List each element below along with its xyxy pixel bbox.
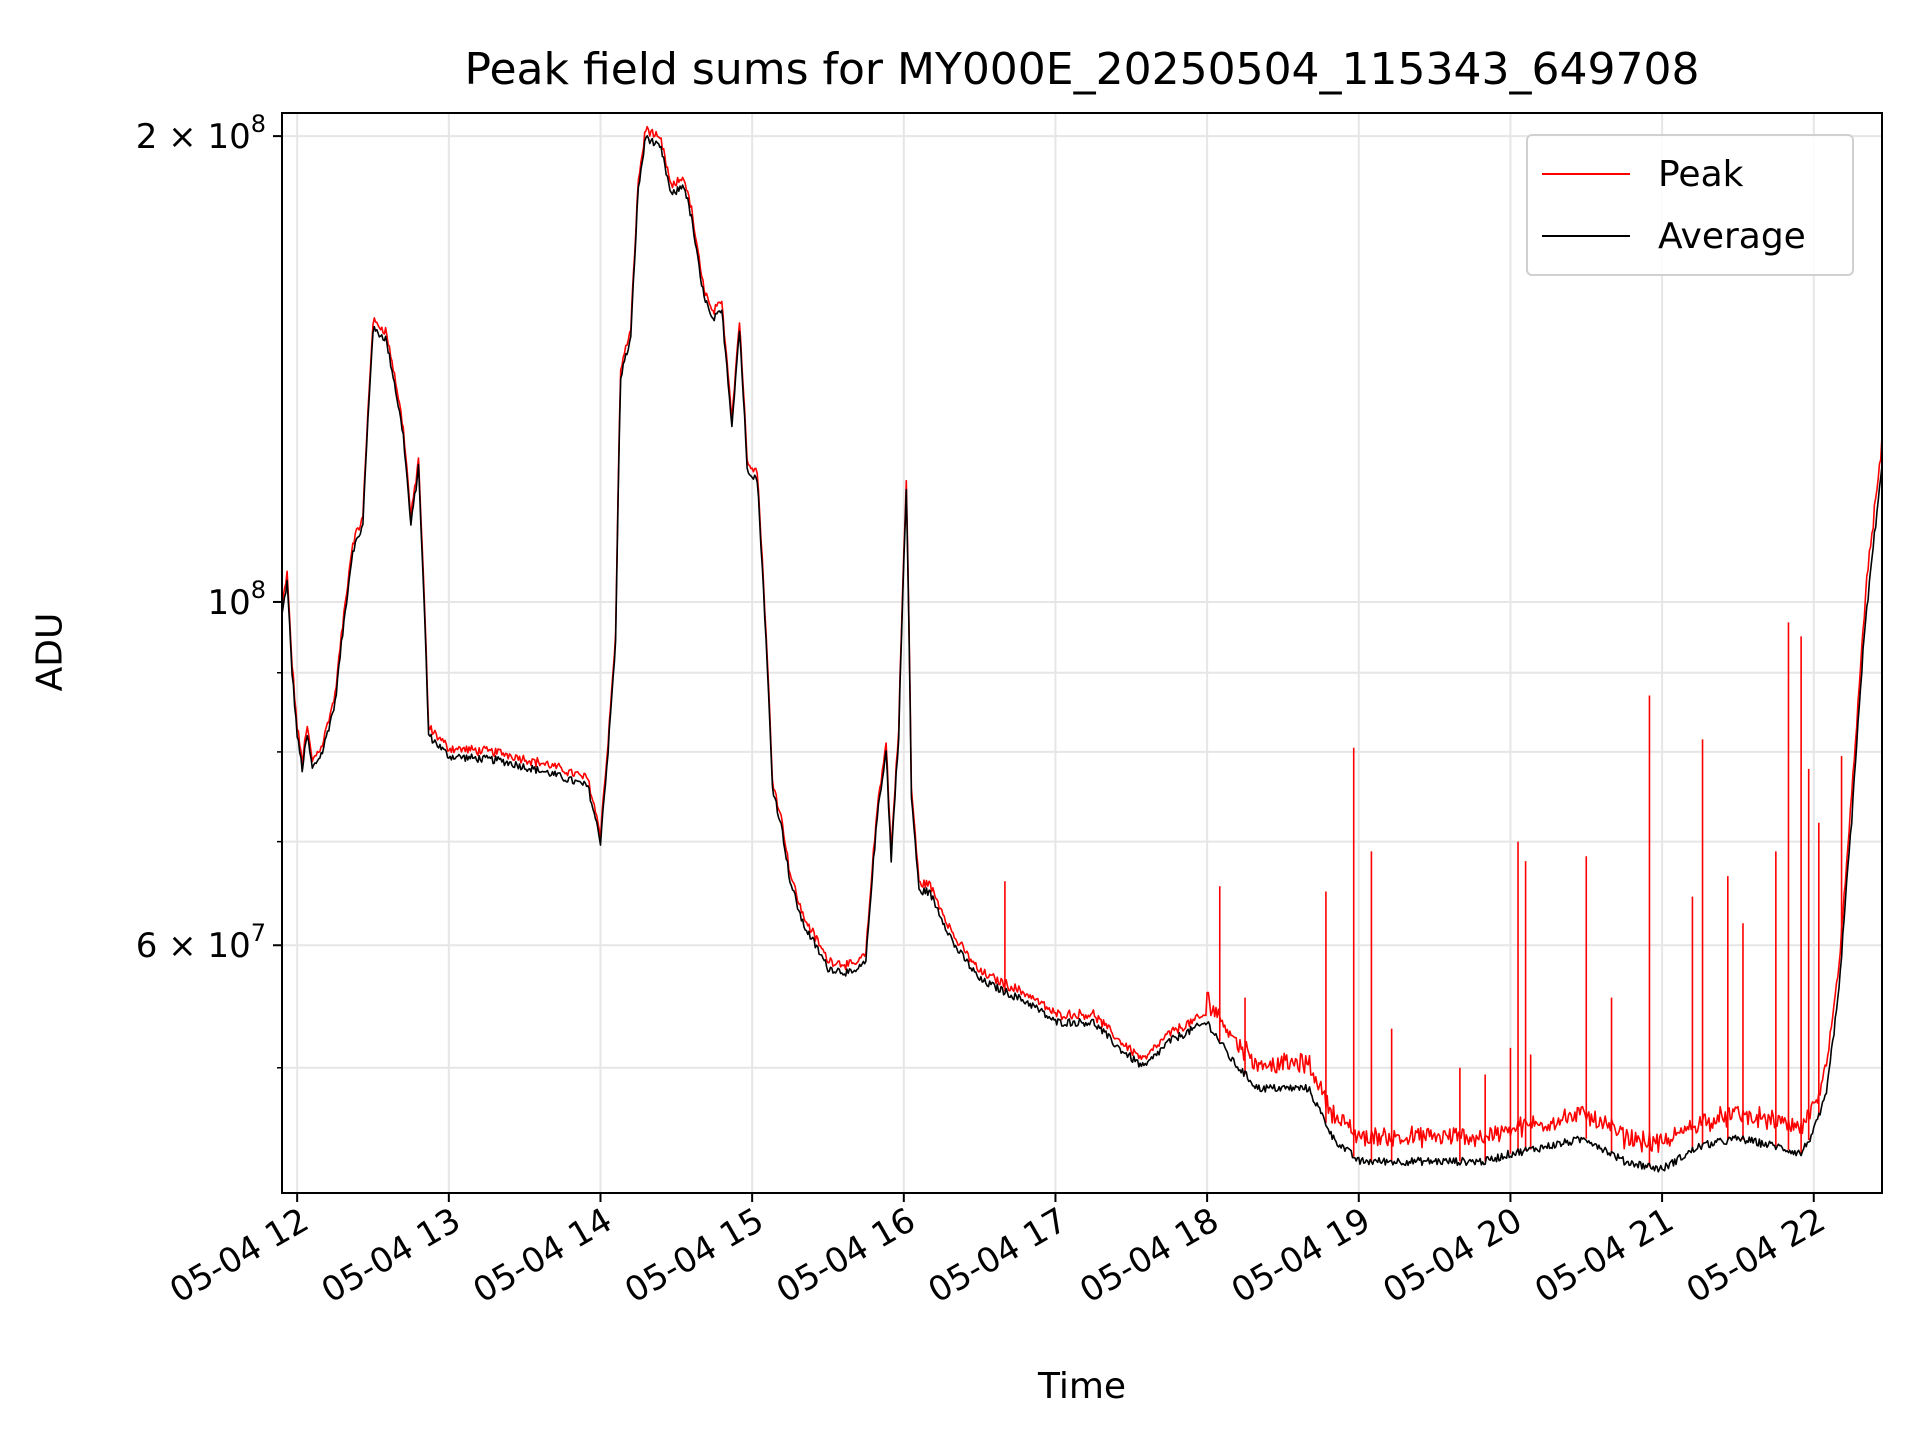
legend-label-average: Average <box>1658 215 1806 257</box>
x-tick-label: 05-04 15 <box>618 1200 770 1311</box>
y-axis-label: ADU <box>29 612 71 692</box>
legend-item-average: Average <box>1542 215 1806 257</box>
y-axis-ticks: 2 × 108 108 6 × 107 <box>136 110 282 1069</box>
legend-label-peak: Peak <box>1658 153 1744 195</box>
x-tick-label: 05-04 14 <box>467 1200 619 1311</box>
legend: Peak Average <box>1526 134 1854 276</box>
x-tick-label: 05-04 20 <box>1377 1200 1529 1311</box>
legend-swatch-peak <box>1542 173 1630 175</box>
x-tick-label: 05-04 12 <box>163 1200 315 1311</box>
plot-frame <box>281 112 1883 1194</box>
legend-swatch-average <box>1542 235 1630 237</box>
x-tick-label: 05-04 13 <box>315 1200 467 1311</box>
grid-lines <box>282 113 1882 1193</box>
series-average <box>281 135 1883 1173</box>
average-line <box>281 135 1883 1173</box>
y-tick-label: 6 × 107 <box>136 919 266 966</box>
chart-title: Peak field sums for MY000E_20250504_1153… <box>464 44 1700 95</box>
x-tick-label: 05-04 22 <box>1680 1200 1832 1311</box>
peak-line <box>281 125 1883 1153</box>
y-tick-label: 108 <box>207 576 266 623</box>
x-axis-ticks: 05-04 12 05-04 13 05-04 14 05-04 15 05-04 16… <box>163 1193 1832 1311</box>
x-tick-label: 05-04 21 <box>1528 1200 1680 1311</box>
x-tick-label: 05-04 19 <box>1225 1200 1377 1311</box>
x-tick-label: 05-04 16 <box>770 1200 922 1311</box>
legend-item-peak: Peak <box>1542 153 1744 195</box>
x-axis-label: Time <box>1037 1366 1127 1407</box>
x-tick-label: 05-04 17 <box>922 1200 1074 1311</box>
series-peak <box>281 125 1883 1167</box>
y-tick-label: 2 × 108 <box>136 110 266 157</box>
x-tick-label: 05-04 18 <box>1073 1200 1225 1311</box>
